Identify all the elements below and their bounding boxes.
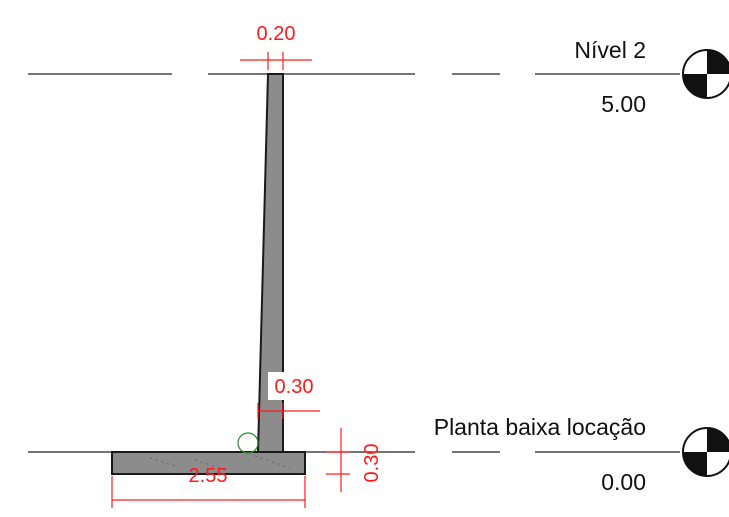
level-2-marker-icon[interactable] [682,49,729,99]
ground-level-marker-icon[interactable] [682,427,729,477]
footing[interactable] [111,451,306,475]
ground-level-elevation: 0.00 [601,469,646,495]
dim-wall-top-label: 0.20 [257,23,296,45]
dim-footing-width [111,476,306,508]
footing-hatch [149,455,291,471]
dim-wall-base [257,403,320,419]
ground-level-name: Planta baixa locação [434,414,646,440]
level-2-elevation: 5.00 [601,91,646,117]
dim-wall-base-label: 0.30 [275,376,314,398]
dim-wall-base-label-bg [268,372,320,400]
reference-point-icon[interactable] [237,432,259,454]
dim-wall-top [240,52,312,70]
dim-footing-thickness-label: 0.30 [361,444,383,483]
dim-footing-width-label: 2.55 [189,465,228,487]
level-2-name: Nível 2 [574,37,646,63]
dim-footing-thickness [326,428,350,492]
